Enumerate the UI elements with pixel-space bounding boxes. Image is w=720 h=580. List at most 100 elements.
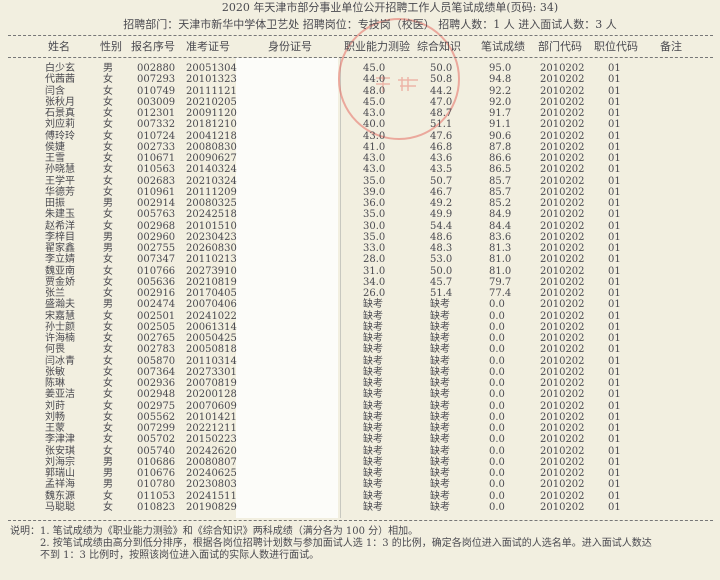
cell-gender: 女 [103, 186, 113, 198]
cell-gender: 女 [103, 130, 113, 142]
cell-dept: 2010202 [540, 490, 585, 502]
note-1: 说明：1. 笔试成绩为《职业能力测验》和《综合知识》两科成绩（满分各为 100 … [10, 526, 419, 537]
cell-knowledge: 53.0 [430, 254, 453, 266]
cell-dept: 2010202 [540, 378, 585, 389]
cell-knowledge: 46.7 [430, 186, 453, 198]
official-stamp [338, 18, 460, 140]
cell-ability: 缺考 [363, 501, 383, 513]
cell-ability: 缺考 [363, 434, 383, 446]
cell-ability: 缺考 [363, 445, 383, 457]
cell-dept: 2010202 [540, 108, 585, 119]
cell-reg: 005636 [137, 276, 176, 288]
table-row: 白少玄 男 002880 20051304 45.0 50.0 95.0 2010202 01 [0, 63, 720, 74]
cell-dept: 2010202 [540, 344, 585, 356]
cell-name: 姜亚洁 [45, 389, 75, 401]
cell-score: 0.0 [489, 321, 505, 333]
cell-name: 宋嘉慧 [45, 310, 75, 322]
cell-ability: 缺考 [363, 366, 383, 378]
cell-gender: 女 [103, 321, 113, 333]
cell-score: 94.8 [489, 74, 512, 86]
cell-pos: 01 [608, 468, 621, 479]
cell-dept: 2010202 [540, 276, 585, 288]
cell-name: 孟祥海 [45, 479, 75, 491]
cell-knowledge: 缺考 [430, 344, 450, 356]
cell-pos: 01 [608, 355, 621, 367]
cell-name: 许海楠 [45, 333, 75, 344]
table-row: 刘应莉 女 007332 20181210 40.0 51.1 91.1 2010202 01 [0, 119, 720, 130]
cell-knowledge: 50.8 [430, 74, 453, 86]
cell-score: 0.0 [489, 355, 505, 367]
cell-dept: 2010202 [540, 445, 585, 457]
cell-ability: 35.0 [363, 175, 386, 187]
cell-dept: 2010202 [540, 423, 585, 434]
cell-score: 0.0 [489, 479, 505, 491]
cell-gender: 女 [103, 501, 113, 513]
header-remark: 备注 [660, 40, 682, 53]
cell-knowledge: 51.1 [430, 119, 453, 131]
cell-name: 李梓目 [45, 231, 75, 243]
cell-score: 0.0 [489, 344, 505, 356]
cell-pos: 01 [608, 63, 621, 74]
cell-gender: 女 [103, 344, 113, 356]
cell-reg: 010766 [137, 265, 176, 277]
divider [8, 57, 713, 58]
header-score: 笔试成绩 [481, 40, 525, 53]
cell-ticket: 20050818 [186, 344, 237, 356]
cell-ticket: 20140324 [186, 164, 237, 176]
cell-reg: 007299 [137, 423, 176, 434]
table-row: 闫含 女 010749 20111121 48.0 44.2 92.2 2010202 01 [0, 86, 720, 97]
cell-gender: 男 [103, 63, 113, 74]
cell-ticket: 20091120 [186, 108, 237, 119]
cell-pos: 01 [608, 321, 621, 333]
cell-ability: 缺考 [363, 468, 383, 479]
table-row: 华德芳 女 010961 20111209 39.0 46.7 85.7 2010202 01 [0, 187, 720, 198]
cell-pos: 01 [608, 108, 621, 119]
cell-knowledge: 49.9 [430, 209, 453, 221]
table-row: 代茜茜 女 007293 20101323 44.0 50.8 94.8 2010202 01 [0, 74, 720, 85]
cell-score: 90.6 [489, 130, 512, 142]
cell-name: 白少玄 [45, 63, 75, 74]
cell-reg: 005562 [137, 411, 176, 423]
id-column-redacted [236, 58, 338, 518]
divider [8, 520, 713, 521]
cell-score: 92.2 [489, 85, 512, 97]
cell-ability: 缺考 [363, 321, 383, 333]
cell-pos: 01 [608, 186, 621, 198]
table-row: 李津津 女 005702 20150223 缺考 缺考 0.0 2010202 01 [0, 434, 720, 445]
cell-pos: 01 [608, 411, 621, 423]
table-row: 王学平 女 002683 20210324 35.0 50.7 85.7 2010202 01 [0, 176, 720, 187]
table-row: 王蒙 女 007299 20221211 缺考 缺考 0.0 2010202 01 [0, 423, 720, 434]
cell-reg: 005702 [137, 434, 176, 446]
cell-gender: 男 [103, 299, 113, 311]
cell-ticket: 20150223 [186, 434, 237, 446]
cell-dept: 2010202 [540, 299, 585, 311]
cell-ticket: 20070609 [186, 400, 237, 412]
cell-name: 王蒙 [45, 423, 65, 434]
cell-reg: 002474 [137, 299, 176, 311]
cell-reg: 002880 [137, 63, 176, 74]
cell-reg: 007293 [137, 74, 176, 86]
cell-dept: 2010202 [540, 130, 585, 142]
cell-score: 91.1 [489, 119, 512, 131]
header-pos: 职位代码 [594, 40, 638, 53]
table-row: 张秋月 女 003009 20210205 45.0 47.0 92.0 2010202 01 [0, 97, 720, 108]
cell-knowledge: 缺考 [430, 333, 450, 344]
cell-ticket: 20241022 [186, 310, 237, 322]
cell-score: 0.0 [489, 490, 505, 502]
table-row: 马聪聪 女 010823 20190829 缺考 缺考 0.0 2010202 01 [0, 502, 720, 513]
cell-gender: 男 [103, 198, 113, 209]
cell-ability: 44.0 [363, 74, 386, 86]
cell-pos: 01 [608, 434, 621, 446]
cell-ticket: 20080325 [186, 198, 237, 209]
cell-gender: 女 [103, 119, 113, 131]
cell-knowledge: 44.2 [430, 85, 453, 97]
table-row: 宋嘉慧 女 002501 20241022 缺考 缺考 0.0 2010202 01 [0, 311, 720, 322]
cell-reg: 005763 [137, 209, 176, 221]
table-row: 田振 男 002914 20080325 36.0 49.2 85.2 2010202 01 [0, 198, 720, 209]
table-row: 许海楠 女 002765 20050425 缺考 缺考 0.0 2010202 01 [0, 333, 720, 344]
cell-reg: 002914 [137, 198, 176, 209]
cell-name: 刘畅 [45, 411, 65, 423]
header-ability: 职业能力测验 [344, 40, 410, 53]
cell-knowledge: 缺考 [430, 434, 450, 446]
cell-name: 郭瑞山 [45, 468, 75, 479]
